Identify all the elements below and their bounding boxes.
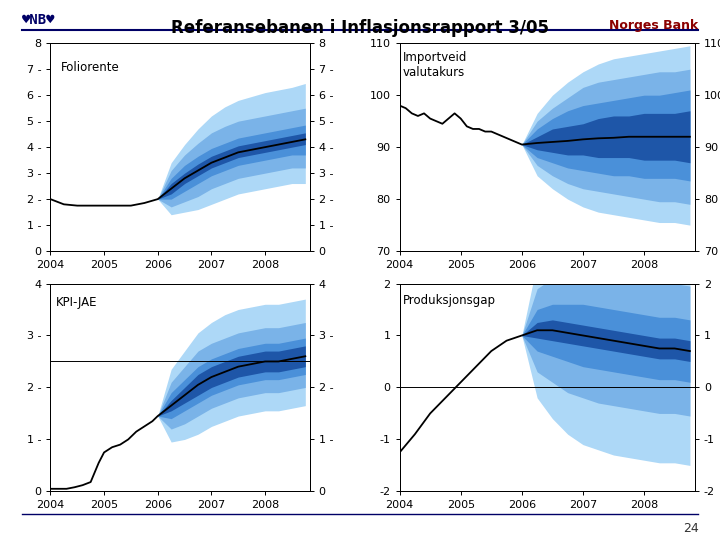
Text: Foliorente: Foliorente xyxy=(61,62,120,75)
Text: ♥NB♥: ♥NB♥ xyxy=(22,14,55,28)
Text: Produksjonsgap: Produksjonsgap xyxy=(402,294,495,307)
Text: KPI-JAE: KPI-JAE xyxy=(55,296,97,309)
Text: 24: 24 xyxy=(683,522,698,535)
Text: Importveid
valutakurs: Importveid valutakurs xyxy=(402,51,467,79)
Text: Referansebanen i Inflasjonsrapport 3/05: Referansebanen i Inflasjonsrapport 3/05 xyxy=(171,19,549,37)
Text: Norges Bank: Norges Bank xyxy=(609,19,698,32)
